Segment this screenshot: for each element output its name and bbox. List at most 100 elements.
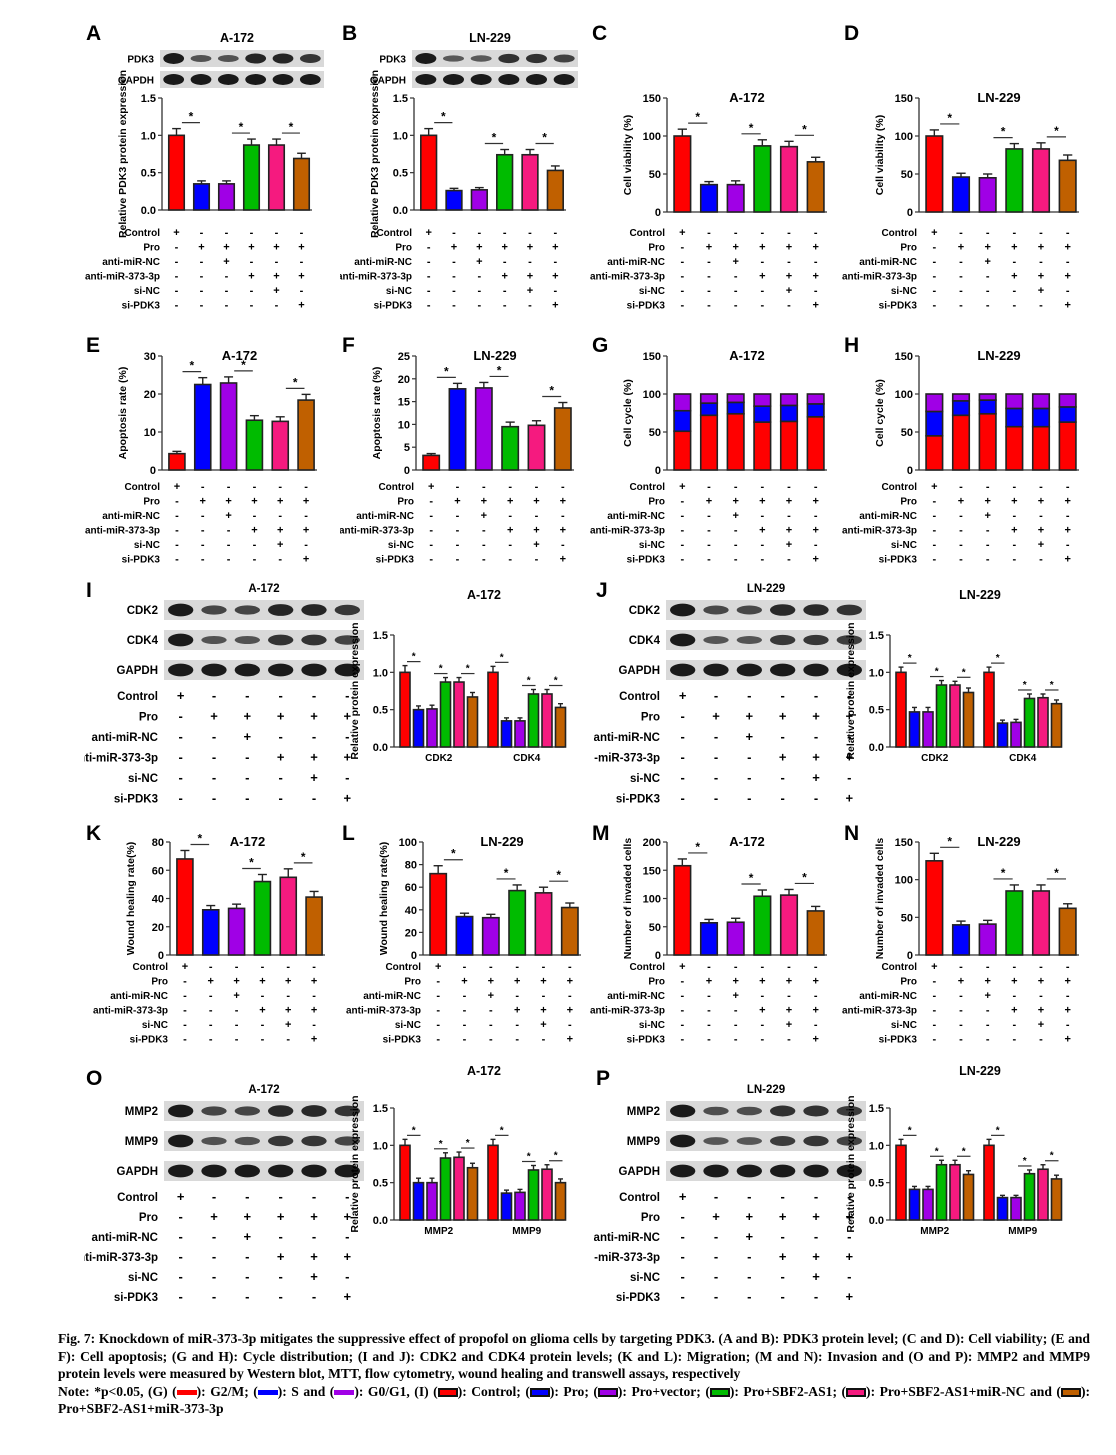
condition-sign: - xyxy=(463,1019,467,1031)
bar xyxy=(399,1144,411,1221)
condition-sign: + xyxy=(533,525,539,537)
condition-sign: - xyxy=(932,1019,936,1031)
condition-sign: - xyxy=(714,750,718,765)
significance-marker: * xyxy=(695,110,700,124)
condition-sign: - xyxy=(312,1019,316,1031)
condition-sign: - xyxy=(780,1289,784,1304)
condition-sign: - xyxy=(707,271,711,283)
blot-band xyxy=(334,1136,360,1146)
condition-sign: + xyxy=(786,976,792,988)
bar xyxy=(779,894,799,956)
condition-label: Control xyxy=(376,228,412,239)
panel-a: A A-172 PDK3 GAPDH 0.0 0.5 1.0 1.5 Relative PDK3… xyxy=(84,18,334,318)
condition-sign: + xyxy=(277,496,283,508)
condition-sign: - xyxy=(734,300,738,312)
condition-sign: - xyxy=(463,1034,467,1046)
condition-sign: + xyxy=(244,1209,252,1224)
condition-sign: - xyxy=(814,539,818,551)
bar xyxy=(541,693,553,748)
condition-sign: - xyxy=(300,227,304,239)
significance-marker: * xyxy=(189,359,194,373)
condition-sign: - xyxy=(734,1019,738,1031)
blot-band-label: GAPDH xyxy=(370,76,406,87)
condition-sign: - xyxy=(452,227,456,239)
blot-band xyxy=(525,53,548,64)
condition-sign: + xyxy=(786,525,792,537)
condition-sign: - xyxy=(734,961,738,973)
y-tick-label: 25 xyxy=(398,351,410,363)
condition-label: Control xyxy=(117,691,158,703)
condition-label: Control xyxy=(619,1192,660,1204)
bar xyxy=(546,169,564,211)
condition-sign: + xyxy=(786,496,792,508)
condition-sign: + xyxy=(759,242,765,254)
condition-sign: - xyxy=(847,729,851,744)
condition-sign: + xyxy=(488,976,494,988)
condition-sign: + xyxy=(958,496,964,508)
condition-sign: - xyxy=(707,525,711,537)
panel-letter: P xyxy=(596,1067,610,1090)
chart-title: A-172 xyxy=(220,31,254,45)
condition-label: Control xyxy=(378,482,414,493)
blot-band xyxy=(301,1164,327,1178)
condition-sign: - xyxy=(714,688,718,703)
condition-sign: + xyxy=(759,525,765,537)
condition-sign: + xyxy=(706,976,712,988)
condition-sign: - xyxy=(183,1005,187,1017)
y-tick-label: 0.5 xyxy=(141,168,156,180)
condition-sign: - xyxy=(436,990,440,1002)
condition-sign: - xyxy=(680,1269,684,1284)
condition-sign: - xyxy=(986,227,990,239)
significance-marker: * xyxy=(241,358,246,372)
bar xyxy=(201,909,220,956)
y-tick-label: 50 xyxy=(649,922,661,934)
condition-sign: - xyxy=(760,300,764,312)
condition-sign: - xyxy=(680,1229,684,1244)
condition-label: Pro xyxy=(139,712,158,724)
condition-label: Pro xyxy=(404,977,421,988)
condition-sign: - xyxy=(427,271,431,283)
condition-sign: - xyxy=(747,1289,751,1304)
condition-label: anti-miR-373-3p xyxy=(85,272,160,283)
significance-marker: * xyxy=(554,1151,558,1162)
condition-sign: - xyxy=(304,510,308,522)
condition-sign: + xyxy=(567,1034,573,1046)
condition-sign: - xyxy=(212,750,216,765)
stacked-segment-g2m xyxy=(1031,425,1051,471)
condition-sign: + xyxy=(786,242,792,254)
condition-sign: - xyxy=(535,554,539,566)
condition-sign: - xyxy=(489,1019,493,1031)
bar xyxy=(514,1191,526,1221)
chart-e: E A-172 0 10 20 30 Apoptosis rate (%) * * * Contro… xyxy=(85,334,317,566)
condition-sign: - xyxy=(178,1269,182,1284)
blot-band xyxy=(301,1105,327,1117)
condition-sign: - xyxy=(300,256,304,268)
condition-sign: - xyxy=(986,1034,990,1046)
condition-sign: - xyxy=(707,227,711,239)
condition-sign: + xyxy=(1038,496,1044,508)
blot-strip xyxy=(164,630,364,650)
x-category-label: CDK2 xyxy=(921,753,949,764)
condition-label: Pro xyxy=(648,497,665,508)
condition-sign: + xyxy=(1064,300,1070,312)
bar xyxy=(978,923,997,956)
condition-label: anti-miR-373-3p xyxy=(842,272,917,283)
condition-sign: - xyxy=(747,1269,751,1284)
condition-sign: - xyxy=(245,1249,249,1264)
bar xyxy=(895,1144,907,1221)
note-text: ): G2/M; ( xyxy=(196,1383,258,1399)
condition-sign: - xyxy=(477,227,481,239)
condition-sign: + xyxy=(251,496,257,508)
blot-band xyxy=(803,663,829,677)
bar xyxy=(448,388,467,471)
condition-sign: - xyxy=(814,1019,818,1031)
condition-sign: - xyxy=(760,1034,764,1046)
stacked-segment-s xyxy=(1058,406,1077,423)
condition-sign: + xyxy=(1064,242,1070,254)
chart-title: A-172 xyxy=(222,348,257,363)
condition-sign: - xyxy=(959,961,963,973)
condition-sign: - xyxy=(1012,285,1016,297)
y-tick-label: 0 xyxy=(655,465,661,477)
y-tick-label: 150 xyxy=(895,837,913,849)
blot-band xyxy=(299,74,321,85)
